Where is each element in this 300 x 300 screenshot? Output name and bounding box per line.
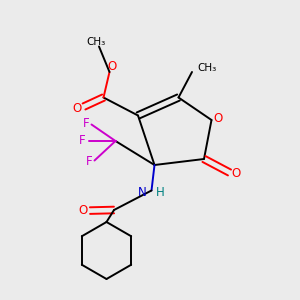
Text: N: N bbox=[138, 186, 147, 200]
Text: F: F bbox=[83, 117, 89, 130]
Text: H: H bbox=[155, 186, 164, 200]
Text: F: F bbox=[86, 155, 92, 168]
Text: CH₃: CH₃ bbox=[86, 37, 106, 47]
Text: F: F bbox=[79, 134, 86, 148]
Text: O: O bbox=[73, 101, 82, 115]
Text: O: O bbox=[107, 60, 116, 73]
Text: O: O bbox=[232, 167, 241, 180]
Text: O: O bbox=[79, 204, 88, 217]
Text: O: O bbox=[214, 112, 223, 125]
Text: CH₃: CH₃ bbox=[197, 63, 217, 73]
